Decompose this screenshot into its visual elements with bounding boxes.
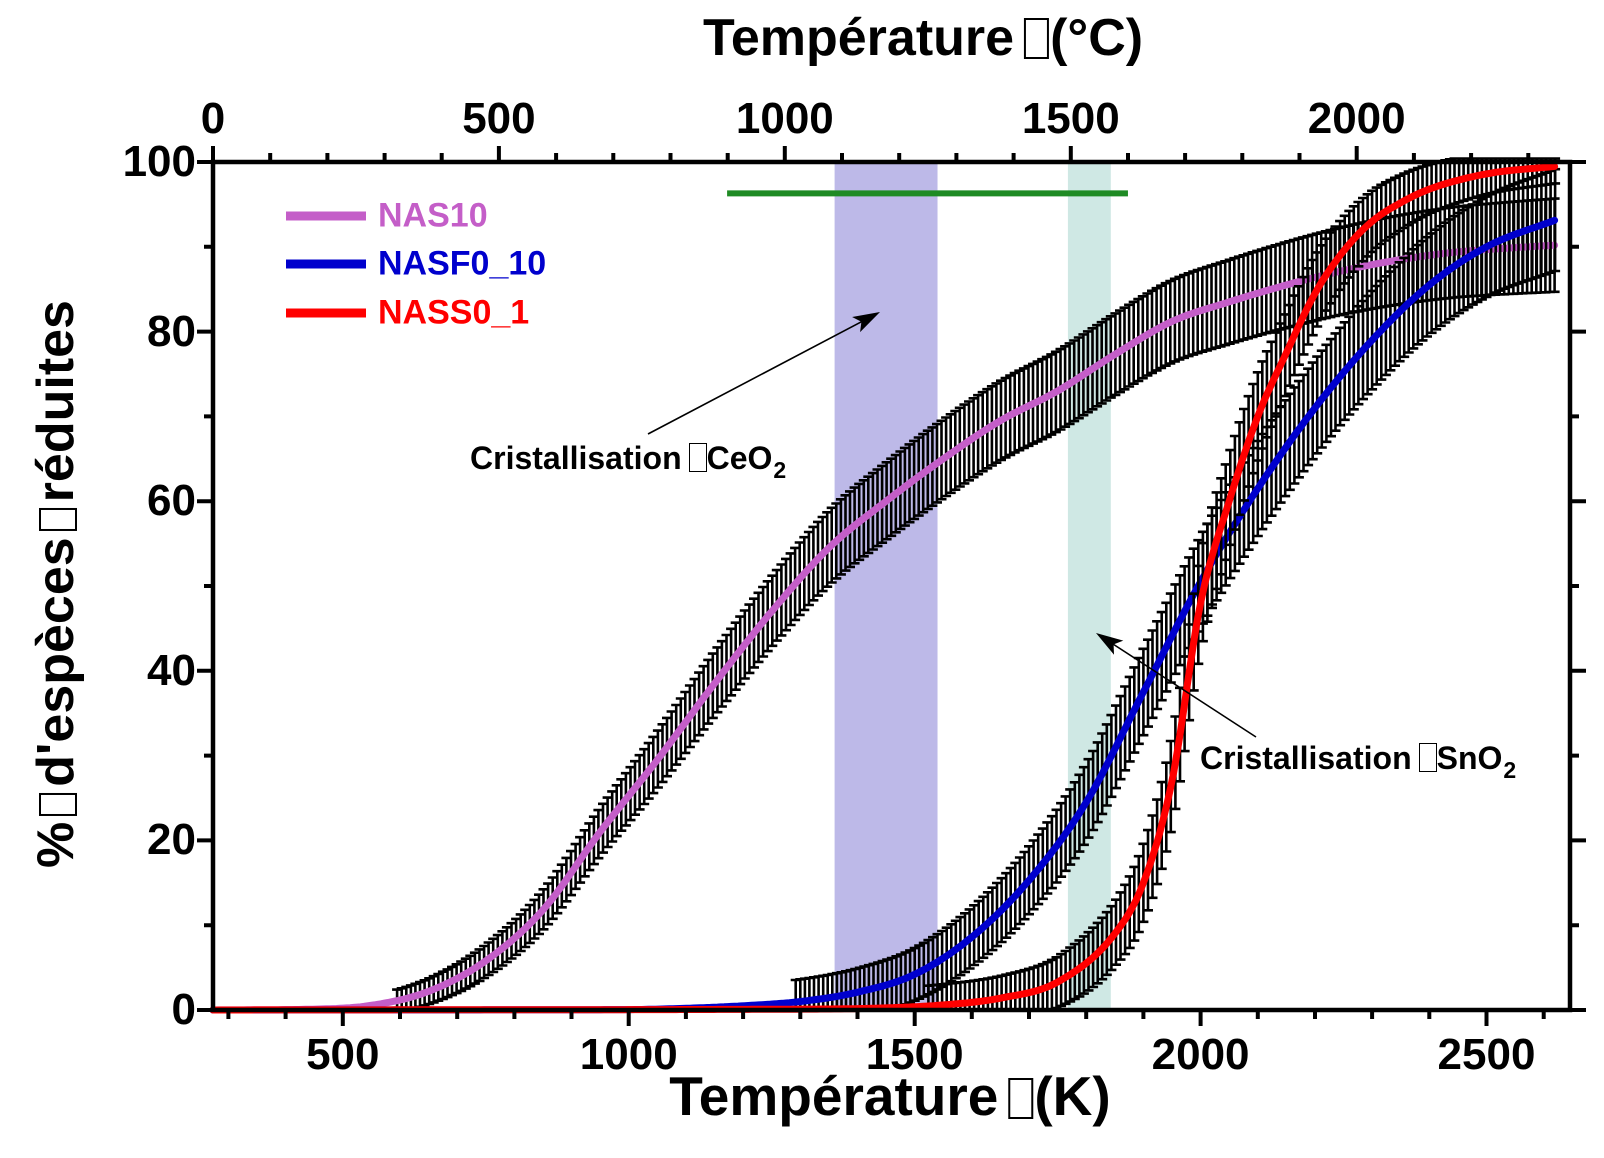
arrow-to-sno2-curves-head [1096,633,1124,655]
x-tick-label-C: 500 [462,94,536,143]
bottom-axis-title: Température (K) [669,1064,1110,1128]
annotation-subscript: 2 [1503,757,1517,783]
x-tick-label-K: 1500 [865,1030,964,1079]
x-tick-label-C: 2000 [1307,94,1406,143]
x-tick-label-C: 0 [200,94,226,143]
bottom-axis-title-unit: (K) [1034,1065,1111,1127]
y-tick-label: 60 [147,476,196,526]
x-tick-label-K: 1000 [579,1030,678,1079]
legend-label: NASF0_10 [378,244,547,283]
y-axis-title: % d'espèces réduites [26,300,86,868]
annotation-formula: SnO [1436,740,1503,776]
annotation-text: Cristallisation [470,440,682,476]
x-tick-label-C: 1000 [735,94,834,143]
y-axis-title-part3: réduites [27,300,85,503]
x-tick-label-K: 500 [306,1030,380,1079]
arrow-to-ceo2-zone-head [852,312,880,333]
legend-line-sample [286,211,366,221]
legend-label: NASS0_1 [378,293,530,332]
x-tick-label-K: 2000 [1151,1030,1250,1079]
annotation-cristallisation-sno2: Cristallisation SnO2 [1200,740,1516,784]
legend-label: NAS10 [378,196,488,235]
legend-item-nas10: NAS10 [286,197,488,236]
top-axis-title: Température (°C) [703,8,1143,68]
error-bars-NAS10 [392,197,1560,1012]
annotation-cristallisation-ceo2: Cristallisation CeO2 [470,440,786,484]
y-tick-label: 20 [147,815,196,865]
arrow-to-ceo2-zone-line [647,318,867,435]
y-axis-title-part2: d'espèces [27,537,85,787]
cristallisation-CeO2-zone [834,162,938,1010]
top-axis-title-unit: (°C) [1050,9,1144,67]
arrow-to-sno2-curves-line [1105,638,1257,738]
bottom-axis-title-text: Température [669,1065,999,1127]
x-tick-label-C: 1500 [1021,94,1120,143]
annotation-subscript: 2 [773,457,787,483]
y-tick-label: 0 [171,985,196,1034]
x-tick-label-K: 2500 [1437,1030,1536,1079]
y-tick-label: 40 [147,645,196,695]
missing-glyph-box [1008,1078,1034,1119]
missing-glyph-box [1024,18,1050,59]
y-tick-label: 80 [147,306,196,356]
legend-item-nasf0-10: NASF0_10 [286,245,546,284]
missing-glyph-box [688,443,707,472]
annotation-text: Cristallisation [1200,740,1412,776]
top-axis-title-text: Température [702,9,1015,67]
y-axis-title-part1: % [27,821,85,868]
legend-line-sample [286,308,366,318]
cristallisation-SnO2-zone [1067,162,1111,1010]
legend-line-sample [286,259,366,269]
missing-glyph-box [39,792,77,816]
missing-glyph-box [1418,743,1437,772]
missing-glyph-box [39,508,77,532]
annotation-formula: CeO [706,440,773,476]
legend-item-nass0-1: NASS0_1 [286,294,529,333]
axis-ticks [197,146,1586,1026]
y-tick-label: 100 [122,137,196,186]
